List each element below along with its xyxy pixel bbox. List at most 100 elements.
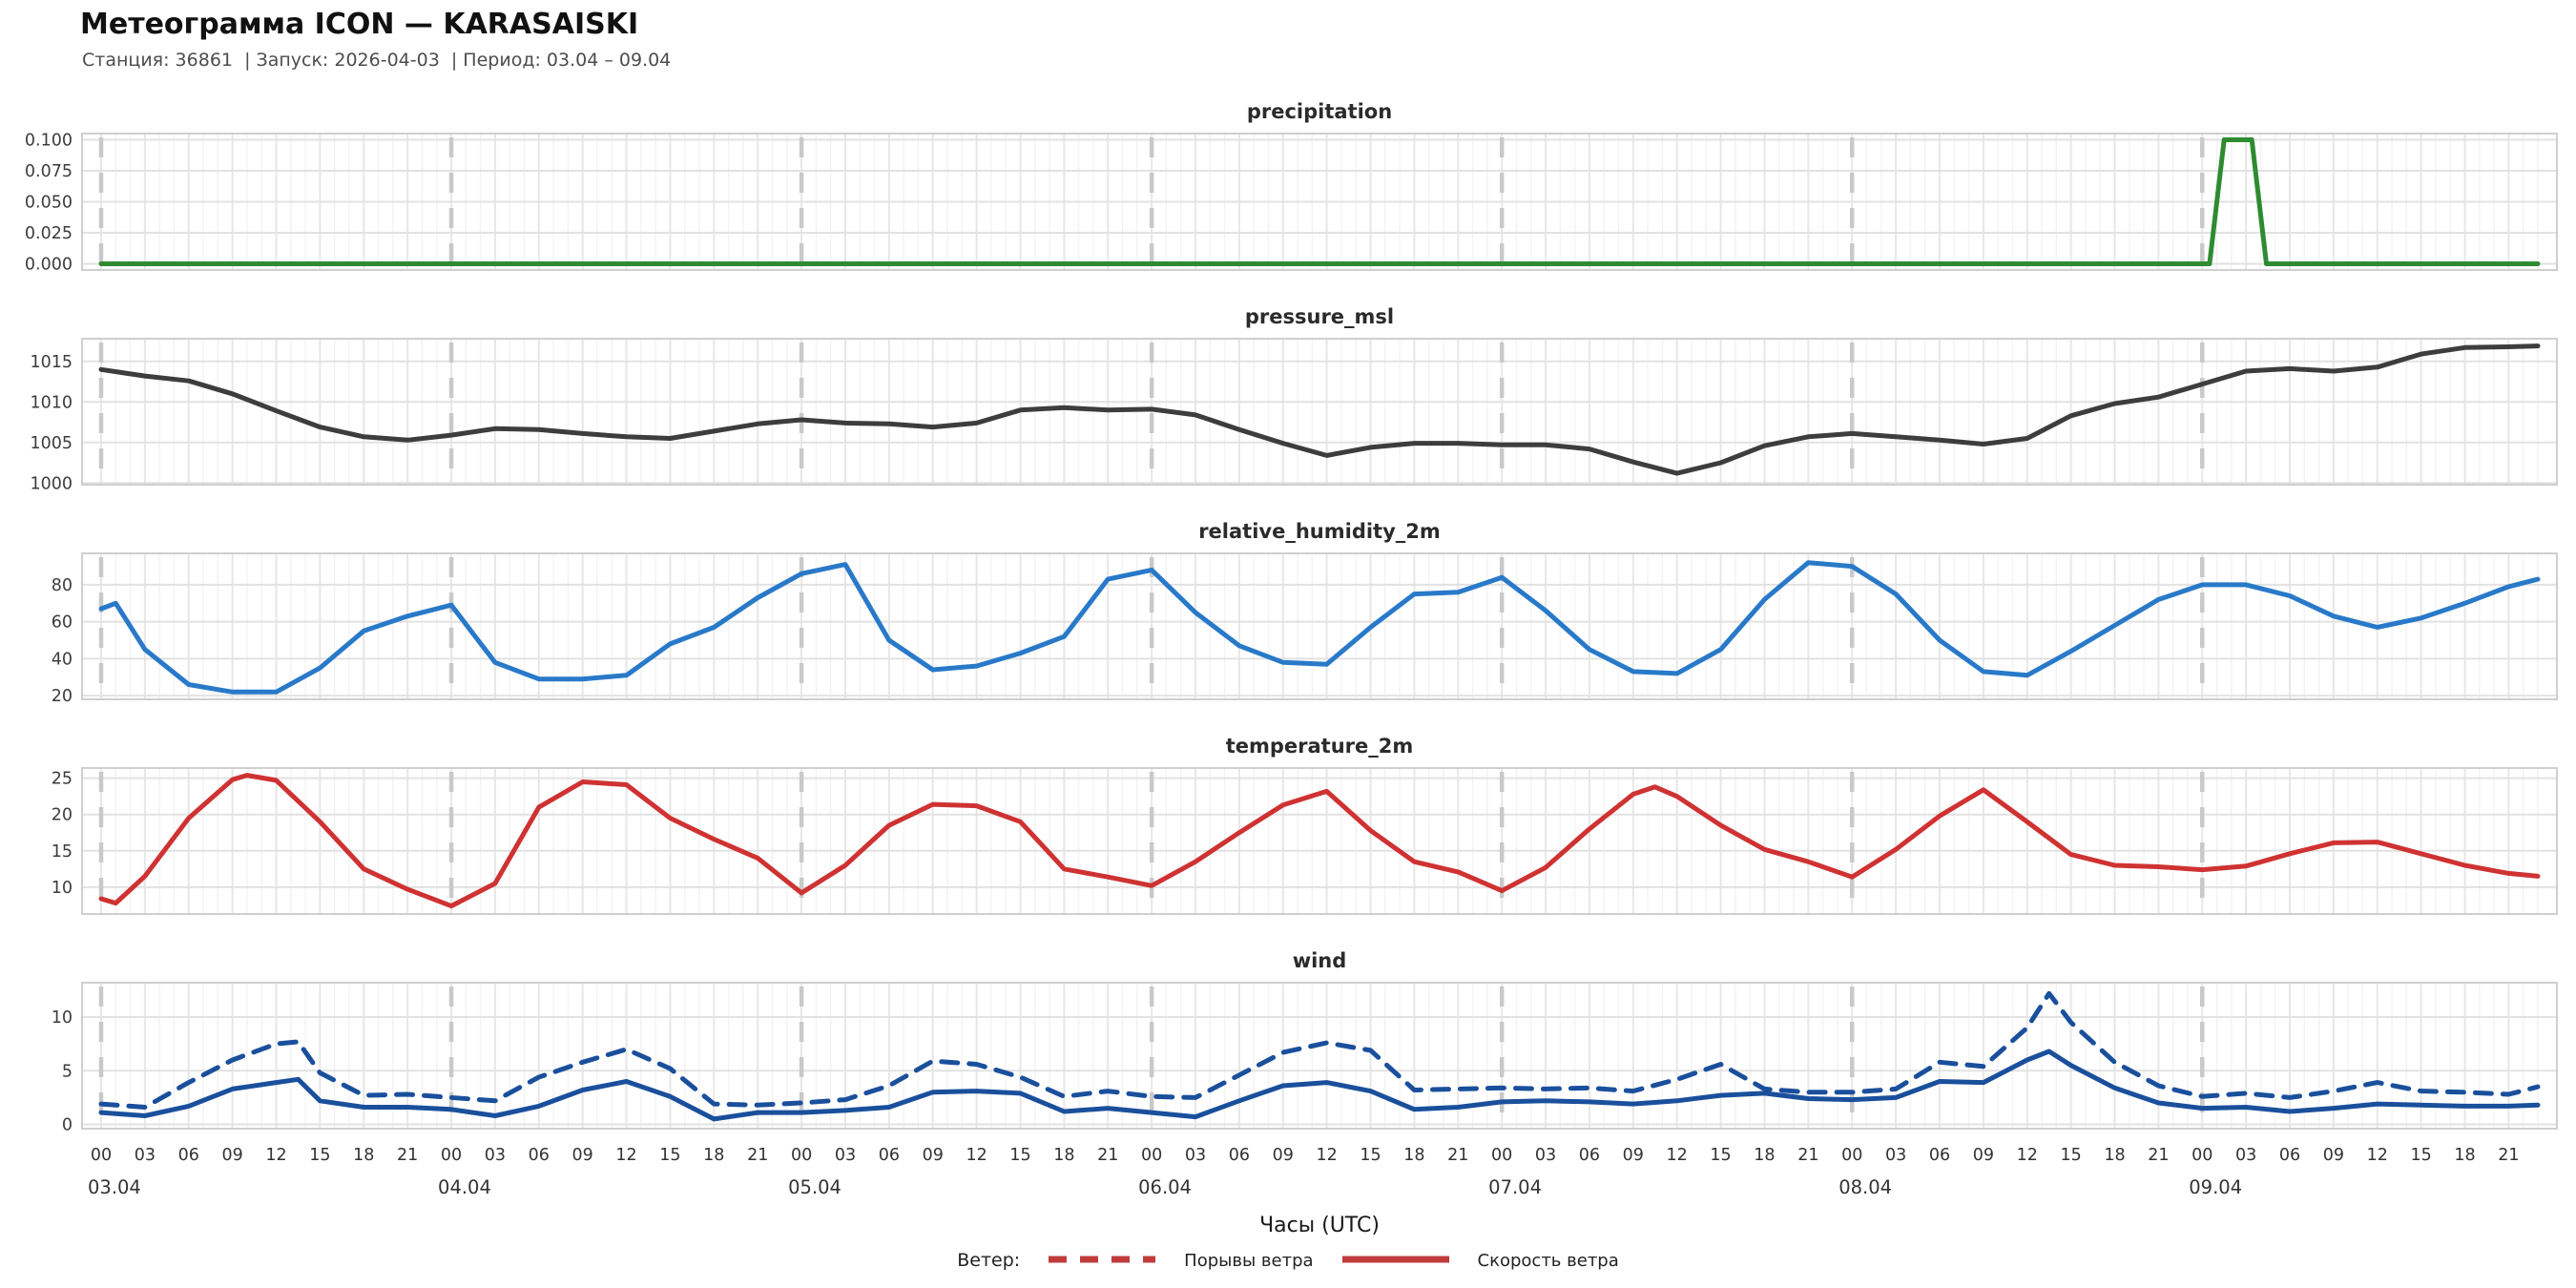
y-tick-label: 0.050 [25,194,73,213]
y-tick-label: 40 [52,650,73,669]
x-axis-ticks: 00 03 06 09 12 15 18 21 00 03 06 09 12 15 18 21 00 03 06 09… [88,1146,2520,1198]
hour-tick-label: 18 [2104,1146,2125,1165]
hour-tick-label: 21 [1447,1146,1468,1165]
hour-tick-label: 06 [879,1146,900,1165]
hour-tick-label: 12 [265,1146,286,1165]
hour-tick-label: 09 [923,1146,944,1165]
hour-tick-label: 15 [309,1146,330,1165]
y-tick-label: 10 [52,1008,73,1028]
hour-tick-label: 06 [529,1146,550,1165]
legend-prefix: Ветер: [957,1250,1021,1271]
hour-tick-label: 00 [91,1146,112,1165]
hour-tick-label: 12 [2367,1146,2388,1165]
panel-title: wind [1293,949,1347,972]
hour-tick-label: 15 [2060,1146,2081,1165]
page-subtitle: Станция: 36861 | Запуск: 2026-04-03 | Пе… [82,50,672,71]
y-tick-label: 10 [52,879,73,898]
hour-tick-label: 00 [1841,1146,1862,1165]
date-label: 07.04 [1488,1176,1542,1198]
hour-tick-label: 09 [1273,1146,1294,1165]
hour-tick-label: 09 [222,1146,243,1165]
hour-tick-label: 09 [2323,1146,2344,1165]
date-label: 06.04 [1138,1176,1192,1198]
hour-tick-label: 03 [1885,1146,1906,1165]
hour-tick-label: 18 [1754,1146,1775,1165]
hour-tick-label: 15 [1009,1146,1030,1165]
y-tick-label: 1015 [30,353,73,372]
page-title: Метеограмма ICON — KARASAISKI [80,8,639,41]
hour-tick-label: 00 [441,1146,462,1165]
series-temperature_2m [98,773,2541,909]
legend-label-speed: Скорость ветра [1477,1250,1619,1271]
hour-tick-label: 00 [1141,1146,1162,1165]
hour-tick-label: 06 [1229,1146,1250,1165]
hour-tick-label: 18 [353,1146,374,1165]
hour-tick-label: 12 [1667,1146,1688,1165]
series-Порывы ветра [98,990,2541,1110]
y-tick-label: 0 [62,1116,73,1135]
hour-tick-label: 09 [1623,1146,1644,1165]
hour-tick-label: 03 [2235,1146,2256,1165]
hour-tick-label: 09 [572,1146,593,1165]
hour-tick-label: 06 [1929,1146,1950,1165]
y-tick-label: 0.025 [25,224,73,243]
hour-tick-label: 15 [659,1146,680,1165]
y-tick-label: 20 [52,687,73,706]
hour-tick-label: 09 [1973,1146,1994,1165]
y-tick-label: 20 [52,806,73,825]
gusts-dashed-line-swatch [1045,1250,1159,1271]
hour-tick-label: 21 [2498,1146,2519,1165]
y-tick-label: 0.000 [25,256,73,275]
hour-tick-label: 18 [703,1146,724,1165]
panel-wind: wind 0 5 10 [52,949,2558,1135]
hour-tick-label: 15 [2411,1146,2432,1165]
hour-tick-label: 15 [1360,1146,1381,1165]
hour-tick-label: 15 [1710,1146,1731,1165]
speed-solid-line-swatch [1339,1250,1453,1271]
series-Скорость ветра [98,1049,2541,1122]
panel-title: relative_humidity_2m [1198,520,1441,543]
y-tick-label: 25 [52,770,73,789]
hour-tick-label: 00 [1491,1146,1512,1165]
hour-tick-label: 03 [1535,1146,1556,1165]
hour-tick-label: 12 [1317,1146,1338,1165]
hour-tick-label: 03 [485,1146,506,1165]
date-label: 08.04 [1839,1176,1892,1198]
panel-relative_humidity_2m: relative_humidity_2m 20 40 60 80 [52,520,2558,706]
date-label: 03.04 [88,1176,141,1198]
hour-tick-label: 18 [2454,1146,2475,1165]
x-axis-label: Часы (UTC) [1259,1214,1380,1237]
y-tick-label: 1010 [30,393,73,412]
hour-tick-label: 00 [791,1146,812,1165]
y-tick-label: 0.075 [25,162,73,181]
hour-tick-label: 03 [1185,1146,1206,1165]
panel-title: pressure_msl [1245,305,1394,328]
hour-tick-label: 21 [747,1146,768,1165]
legend-label-gusts: Порывы ветра [1184,1250,1314,1271]
hour-tick-label: 03 [135,1146,156,1165]
y-tick-label: 0.100 [25,132,73,151]
y-tick-label: 5 [62,1062,73,1081]
hour-tick-label: 12 [2017,1146,2038,1165]
date-label: 05.04 [788,1176,841,1198]
hour-tick-label: 06 [1579,1146,1600,1165]
series-relative_humidity_2m [98,560,2541,695]
hour-tick-label: 21 [1097,1146,1118,1165]
hour-tick-label: 21 [1797,1146,1818,1165]
hour-tick-label: 18 [1053,1146,1074,1165]
y-tick-label: 1000 [30,474,73,493]
hour-tick-label: 21 [397,1146,418,1165]
series-precipitation [98,137,2541,266]
hour-tick-label: 03 [835,1146,856,1165]
hour-tick-label: 12 [615,1146,636,1165]
hour-tick-label: 18 [1403,1146,1424,1165]
date-label: 09.04 [2189,1176,2242,1198]
panel-pressure_msl: pressure_msl 1000 1005 1010 1015 [30,305,2558,493]
hour-tick-label: 21 [2148,1146,2169,1165]
hour-tick-label: 06 [178,1146,199,1165]
wind-legend: Ветер: Порывы ветра Скорость ветра [0,1238,2576,1282]
y-tick-label: 15 [52,842,73,862]
hour-tick-label: 06 [2279,1146,2300,1165]
